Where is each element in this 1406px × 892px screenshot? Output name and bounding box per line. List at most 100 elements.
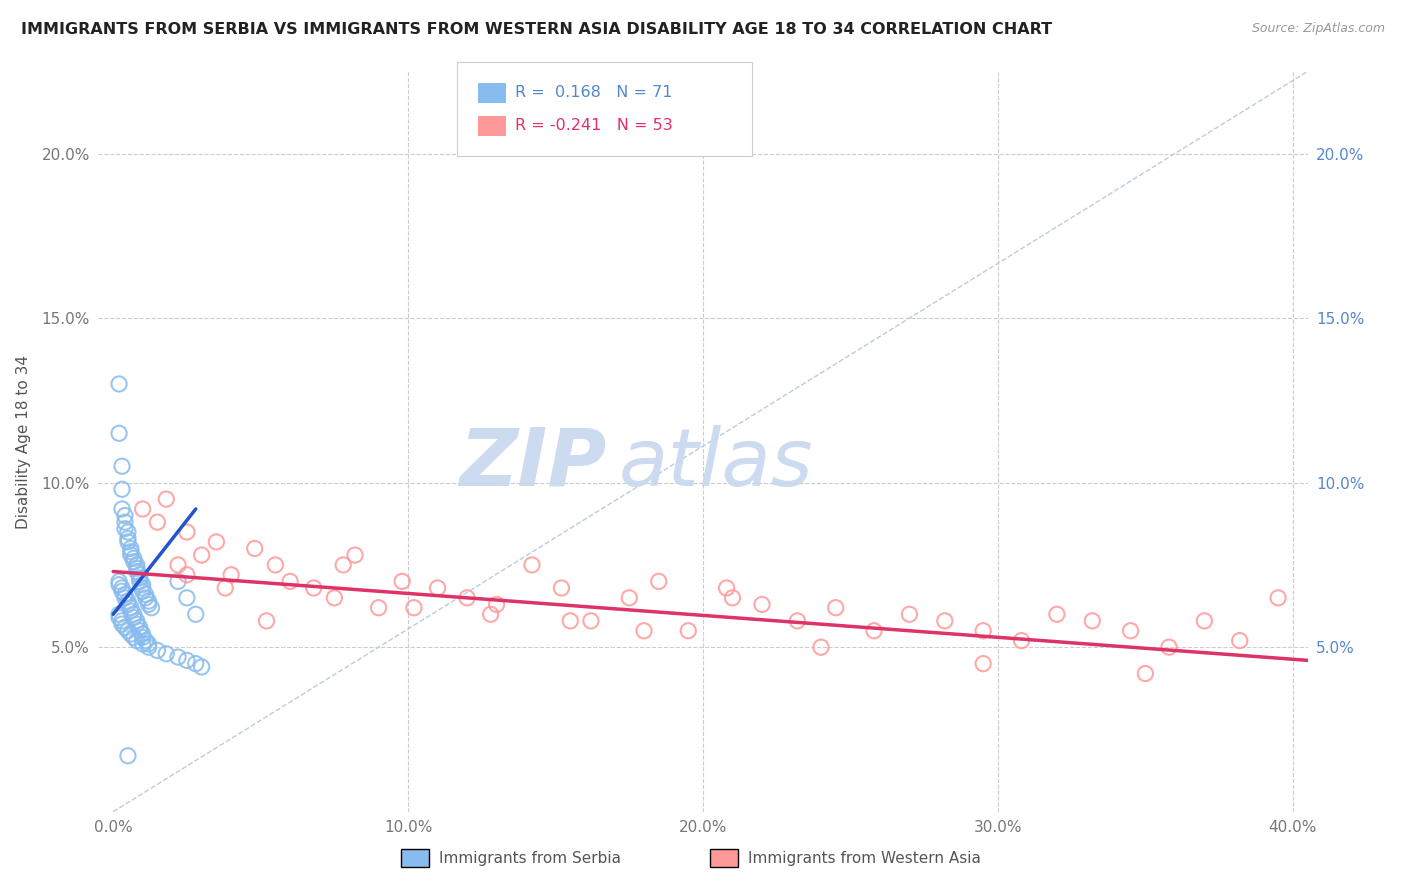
Point	[633, 624, 655, 638]
Point	[1157, 640, 1180, 655]
Point	[108, 574, 131, 589]
Point	[122, 607, 145, 622]
Point	[138, 594, 160, 608]
Point	[128, 574, 150, 589]
Point	[456, 591, 478, 605]
Point	[111, 482, 134, 496]
Point	[120, 627, 142, 641]
Text: Immigrants from Serbia: Immigrants from Serbia	[439, 851, 620, 865]
Point	[117, 532, 139, 546]
Point	[1011, 633, 1033, 648]
Point	[117, 598, 139, 612]
Point	[678, 624, 700, 638]
Point	[141, 600, 163, 615]
Point	[190, 660, 212, 674]
Point	[114, 620, 136, 634]
Point	[648, 574, 671, 589]
Point	[111, 581, 134, 595]
Point	[131, 584, 153, 599]
Point	[122, 551, 145, 566]
Point	[135, 633, 157, 648]
Point	[122, 610, 145, 624]
Point	[138, 598, 160, 612]
Point	[402, 600, 425, 615]
Point	[550, 581, 572, 595]
Point	[120, 548, 142, 562]
Point	[479, 607, 502, 622]
Point	[619, 591, 641, 605]
Text: ZIP: ZIP	[458, 425, 606, 503]
Point	[128, 624, 150, 638]
Point	[117, 624, 139, 638]
Point	[176, 567, 198, 582]
Text: R =  0.168   N = 71: R = 0.168 N = 71	[515, 86, 672, 100]
Point	[219, 567, 242, 582]
Point	[138, 637, 160, 651]
Point	[131, 581, 153, 595]
Point	[131, 630, 153, 644]
Point	[125, 558, 148, 572]
Point	[243, 541, 266, 556]
Point	[972, 657, 994, 671]
Text: R = -0.241   N = 53: R = -0.241 N = 53	[515, 119, 672, 133]
Point	[278, 574, 301, 589]
Point	[426, 581, 449, 595]
Point	[323, 591, 346, 605]
Point	[131, 502, 153, 516]
Point	[131, 577, 153, 591]
Point	[190, 548, 212, 562]
Point	[131, 627, 153, 641]
Y-axis label: Disability Age 18 to 34: Disability Age 18 to 34	[15, 354, 31, 529]
Point	[125, 561, 148, 575]
Point	[205, 535, 228, 549]
Point	[111, 459, 134, 474]
Point	[122, 630, 145, 644]
Point	[176, 653, 198, 667]
Point	[135, 588, 157, 602]
Point	[117, 524, 139, 539]
Point	[114, 508, 136, 523]
Point	[111, 502, 134, 516]
Point	[1194, 614, 1216, 628]
Point	[108, 577, 131, 591]
Point	[1046, 607, 1069, 622]
Point	[367, 600, 389, 615]
Point	[155, 492, 177, 507]
Point	[863, 624, 886, 638]
Point	[167, 574, 190, 589]
Point	[810, 640, 832, 655]
Point	[128, 571, 150, 585]
Point	[972, 624, 994, 638]
Point	[120, 604, 142, 618]
Point	[560, 614, 582, 628]
Point	[128, 620, 150, 634]
Point	[824, 600, 846, 615]
Point	[117, 535, 139, 549]
Point	[264, 558, 287, 572]
Point	[120, 541, 142, 556]
Point	[125, 617, 148, 632]
Point	[184, 607, 207, 622]
Point	[114, 588, 136, 602]
Point	[256, 614, 278, 628]
Point	[125, 614, 148, 628]
Point	[146, 515, 169, 529]
Point	[520, 558, 543, 572]
Point	[751, 598, 773, 612]
Point	[117, 594, 139, 608]
Point	[167, 558, 190, 572]
Point	[114, 522, 136, 536]
Point	[1081, 614, 1104, 628]
Point	[716, 581, 738, 595]
Text: Source: ZipAtlas.com: Source: ZipAtlas.com	[1251, 22, 1385, 36]
Point	[122, 555, 145, 569]
Point	[343, 548, 366, 562]
Point	[131, 637, 153, 651]
Point	[108, 610, 131, 624]
Point	[114, 515, 136, 529]
Point	[485, 598, 508, 612]
Point	[934, 614, 956, 628]
Text: atlas: atlas	[619, 425, 813, 503]
Point	[135, 591, 157, 605]
Point	[167, 650, 190, 665]
